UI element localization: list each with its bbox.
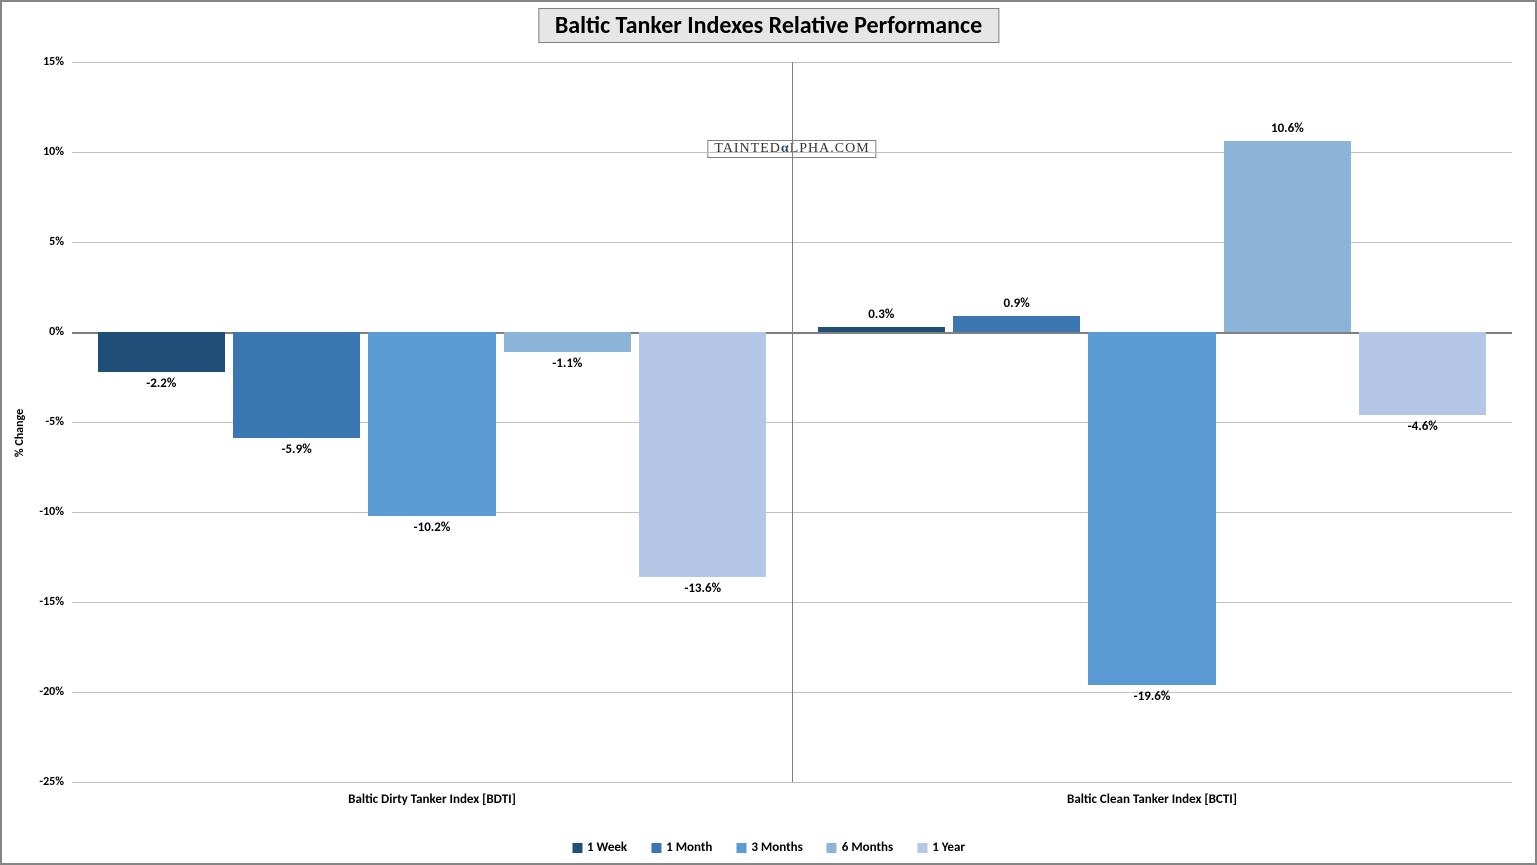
legend-swatch-icon [827, 843, 837, 853]
legend-item: 3 Months [736, 840, 802, 855]
legend-label: 3 Months [751, 840, 802, 855]
plot-area: TAINTEDαLPHA.COM -25%-20%-15%-10%-5%0%5%… [72, 62, 1512, 782]
legend-swatch-icon [651, 843, 661, 853]
bar-value-label: -2.2% [146, 376, 176, 391]
bar [368, 332, 495, 516]
bar [1088, 332, 1215, 685]
y-axis-label: % Change [13, 408, 27, 456]
y-tick-label: -15% [39, 595, 64, 609]
watermark-prefix: TAINTED [714, 141, 781, 156]
bar-value-label: -19.6% [1134, 689, 1171, 704]
bar-value-label: -13.6% [684, 581, 721, 596]
bar-value-label: -1.1% [552, 356, 582, 371]
legend-item: 1 Week [572, 840, 627, 855]
legend-item: 1 Year [917, 840, 965, 855]
bar [639, 332, 766, 577]
bar [818, 327, 945, 332]
legend-label: 6 Months [842, 840, 893, 855]
legend: 1 Week 1 Month 3 Months 6 Months 1 Year [572, 840, 965, 855]
bar [504, 332, 631, 352]
legend-item: 1 Month [651, 840, 712, 855]
bar [233, 332, 360, 438]
y-tick-label: 0% [49, 325, 64, 339]
chart-container: Baltic Tanker Indexes Relative Performan… [0, 0, 1537, 865]
bar-value-label: -5.9% [282, 442, 312, 457]
y-tick-label: -5% [45, 415, 64, 429]
legend-item: 6 Months [827, 840, 893, 855]
y-tick-label: -10% [39, 505, 64, 519]
bar [953, 316, 1080, 332]
legend-label: 1 Week [587, 840, 627, 855]
bar-value-label: 10.6% [1271, 121, 1304, 136]
bar [98, 332, 225, 372]
bar [1224, 141, 1351, 332]
legend-swatch-icon [572, 843, 582, 853]
bar-value-label: -4.6% [1408, 419, 1438, 434]
chart-title: Baltic Tanker Indexes Relative Performan… [538, 8, 999, 43]
bar [1359, 332, 1486, 415]
y-tick-label: -25% [39, 775, 64, 789]
y-tick-label: 10% [43, 145, 64, 159]
legend-label: 1 Year [932, 840, 965, 855]
gridline [72, 782, 1512, 783]
y-tick-label: -20% [39, 685, 64, 699]
legend-swatch-icon [917, 843, 927, 853]
y-tick-label: 5% [49, 235, 64, 249]
legend-label: 1 Month [666, 840, 712, 855]
bar-value-label: 0.9% [1004, 296, 1030, 311]
group-label: Baltic Dirty Tanker Index [BDTI] [348, 792, 516, 807]
group-label: Baltic Clean Tanker Index [BCTI] [1067, 792, 1237, 807]
watermark-suffix: LPHA.COM [790, 141, 870, 156]
y-tick-label: 15% [43, 55, 64, 69]
group-divider [792, 62, 793, 782]
bar-value-label: 0.3% [868, 307, 894, 322]
legend-swatch-icon [736, 843, 746, 853]
bar-value-label: -10.2% [414, 520, 451, 535]
